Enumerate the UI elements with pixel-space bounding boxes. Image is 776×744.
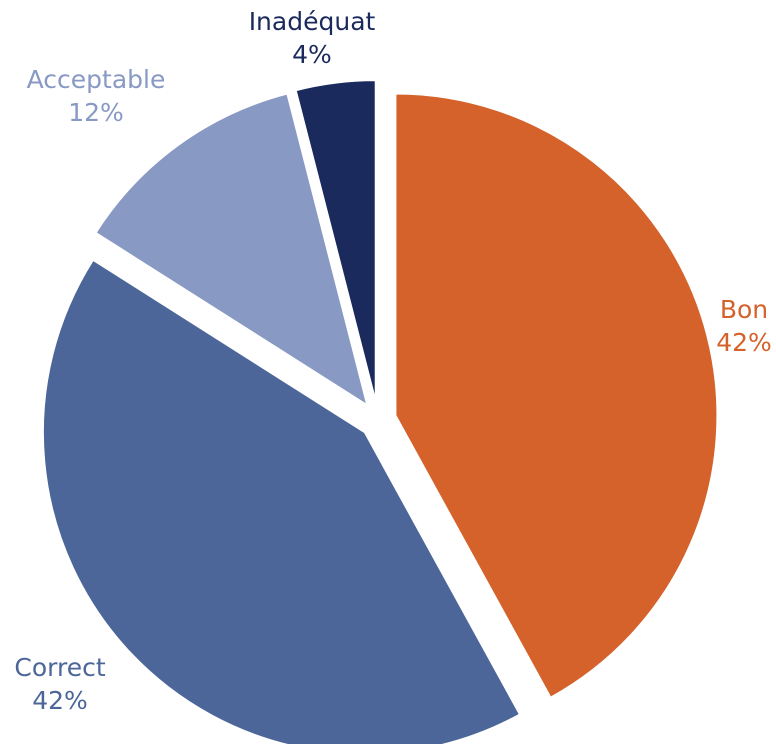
slice-category-label: Correct: [14, 653, 105, 682]
slice-value-label: 42%: [32, 686, 88, 715]
slice-value-label: 42%: [716, 328, 772, 357]
pie-slice-inadequat: [294, 79, 377, 403]
pie-slice-acceptable: [94, 92, 370, 408]
pie-labels: Bon 42% Correct 42% Acceptable 12% Inadéquat 4%: [14, 7, 771, 715]
slice-value-label: 4%: [292, 40, 332, 69]
pie-slice-correct: [41, 258, 522, 744]
slice-category-label: Acceptable: [27, 65, 166, 94]
slice-category-label: Inadéquat: [249, 7, 376, 36]
slice-value-label: 12%: [68, 98, 124, 127]
pie-slices: [41, 79, 719, 744]
pie-slice-bon: [394, 92, 719, 700]
slice-label-correct: Correct 42%: [14, 653, 105, 715]
slice-category-label: Bon: [720, 295, 768, 324]
slice-label-inadequat: Inadéquat 4%: [249, 7, 376, 69]
slice-label-bon: Bon 42%: [716, 295, 772, 357]
slice-label-acceptable: Acceptable 12%: [27, 65, 166, 127]
